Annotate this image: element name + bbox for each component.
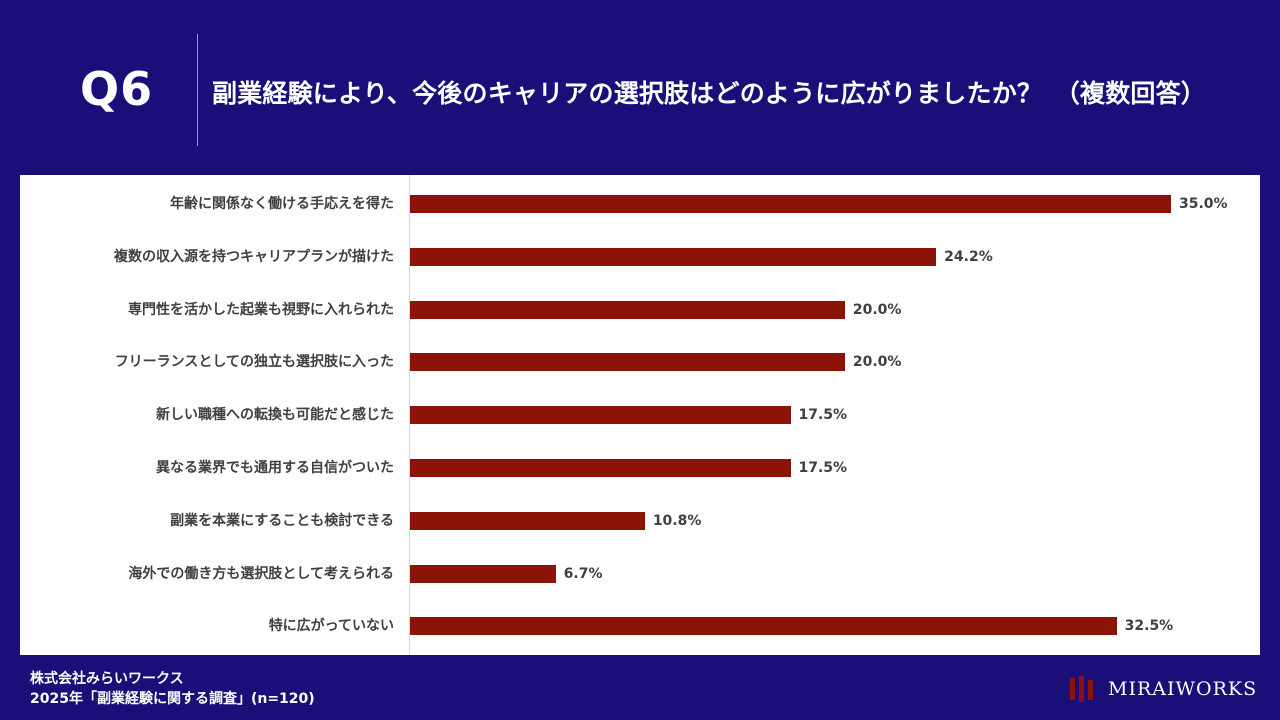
header-divider: [197, 34, 198, 146]
chart-panel: 年齢に関係なく働ける手応えを得た 35.0% 複数の収入源を持つキャリアプランが描け…: [20, 175, 1260, 655]
bar-row: 新しい職種への転換も可能だと感じた 17.5%: [20, 405, 1260, 425]
value-label: 6.7%: [563, 565, 603, 582]
mirai-works-logo: MIRAIWORKS: [1068, 676, 1257, 702]
question-title: 副業経験により、今後のキャリアの選択肢はどのように広がりましたか？ （複数回答）: [212, 79, 1207, 108]
value-label: 17.5%: [798, 460, 848, 476]
category-label: 複数の収入源を持つキャリアプランが描けた: [114, 248, 394, 265]
bar: [410, 247, 937, 266]
bar-row: 海外での働き方も選択肢として考えられる 6.7%: [20, 564, 1260, 584]
bar-row: 副業を本業にすることも検討できる 10.8%: [20, 511, 1260, 531]
category-label: 副業を本業にすることも検討できる: [170, 512, 394, 529]
category-label: 新しい職種への転換も可能だと感じた: [156, 407, 394, 424]
bar: [410, 511, 645, 530]
mirai-works-logo-mark-icon: [1070, 676, 1093, 702]
category-label: 異なる業界でも通用する自信がついた: [156, 460, 394, 476]
value-label: 10.8%: [652, 512, 702, 529]
category-label: 特に広がっていない: [268, 618, 394, 635]
bar-row: 年齢に関係なく働ける手応えを得た 35.0%: [20, 194, 1260, 214]
source-note: 株式会社みらいワークス 2025年「副業経験に関する調査」(n=120): [30, 669, 315, 709]
value-label: 24.2%: [944, 248, 993, 265]
bar-row: 専門性を活かした起業も視野に入れられた 20.0%: [20, 300, 1260, 320]
value-label: 35.0%: [1179, 196, 1228, 212]
category-label: 専門性を活かした起業も視野に入れられた: [128, 301, 394, 318]
category-label: フリーランスとしての独立も選択肢に入った: [114, 354, 394, 371]
category-axis-line: [409, 175, 410, 655]
bar-row: フリーランスとしての独立も選択肢に入った 20.0%: [20, 352, 1260, 372]
company-name: 株式会社みらいワークス: [30, 671, 184, 687]
value-label: 20.0%: [852, 301, 902, 318]
value-label: 32.5%: [1124, 618, 1174, 635]
bar: [410, 406, 791, 425]
bar: [410, 617, 1117, 636]
category-label: 海外での働き方も選択肢として考えられる: [128, 565, 394, 582]
bar: [410, 300, 845, 319]
bar: [410, 459, 791, 477]
bar-row: 特に広がっていない 32.5%: [20, 616, 1260, 636]
bar: [410, 353, 845, 372]
bar: [410, 195, 1171, 213]
bar-row: 異なる業界でも通用する自信がついた 17.5%: [20, 458, 1260, 478]
survey-name: 2025年「副業経験に関する調査」(n=120): [30, 691, 315, 707]
logo-wordmark: MIRAIWORKS: [1108, 678, 1258, 700]
category-label: 年齢に関係なく働ける手応えを得た: [170, 196, 394, 212]
bar-row: 複数の収入源を持つキャリアプランが描けた 24.2%: [20, 247, 1260, 267]
bar: [410, 564, 556, 583]
value-label: 17.5%: [798, 407, 848, 424]
question-number: Q6: [80, 62, 154, 116]
value-label: 20.0%: [852, 354, 902, 371]
